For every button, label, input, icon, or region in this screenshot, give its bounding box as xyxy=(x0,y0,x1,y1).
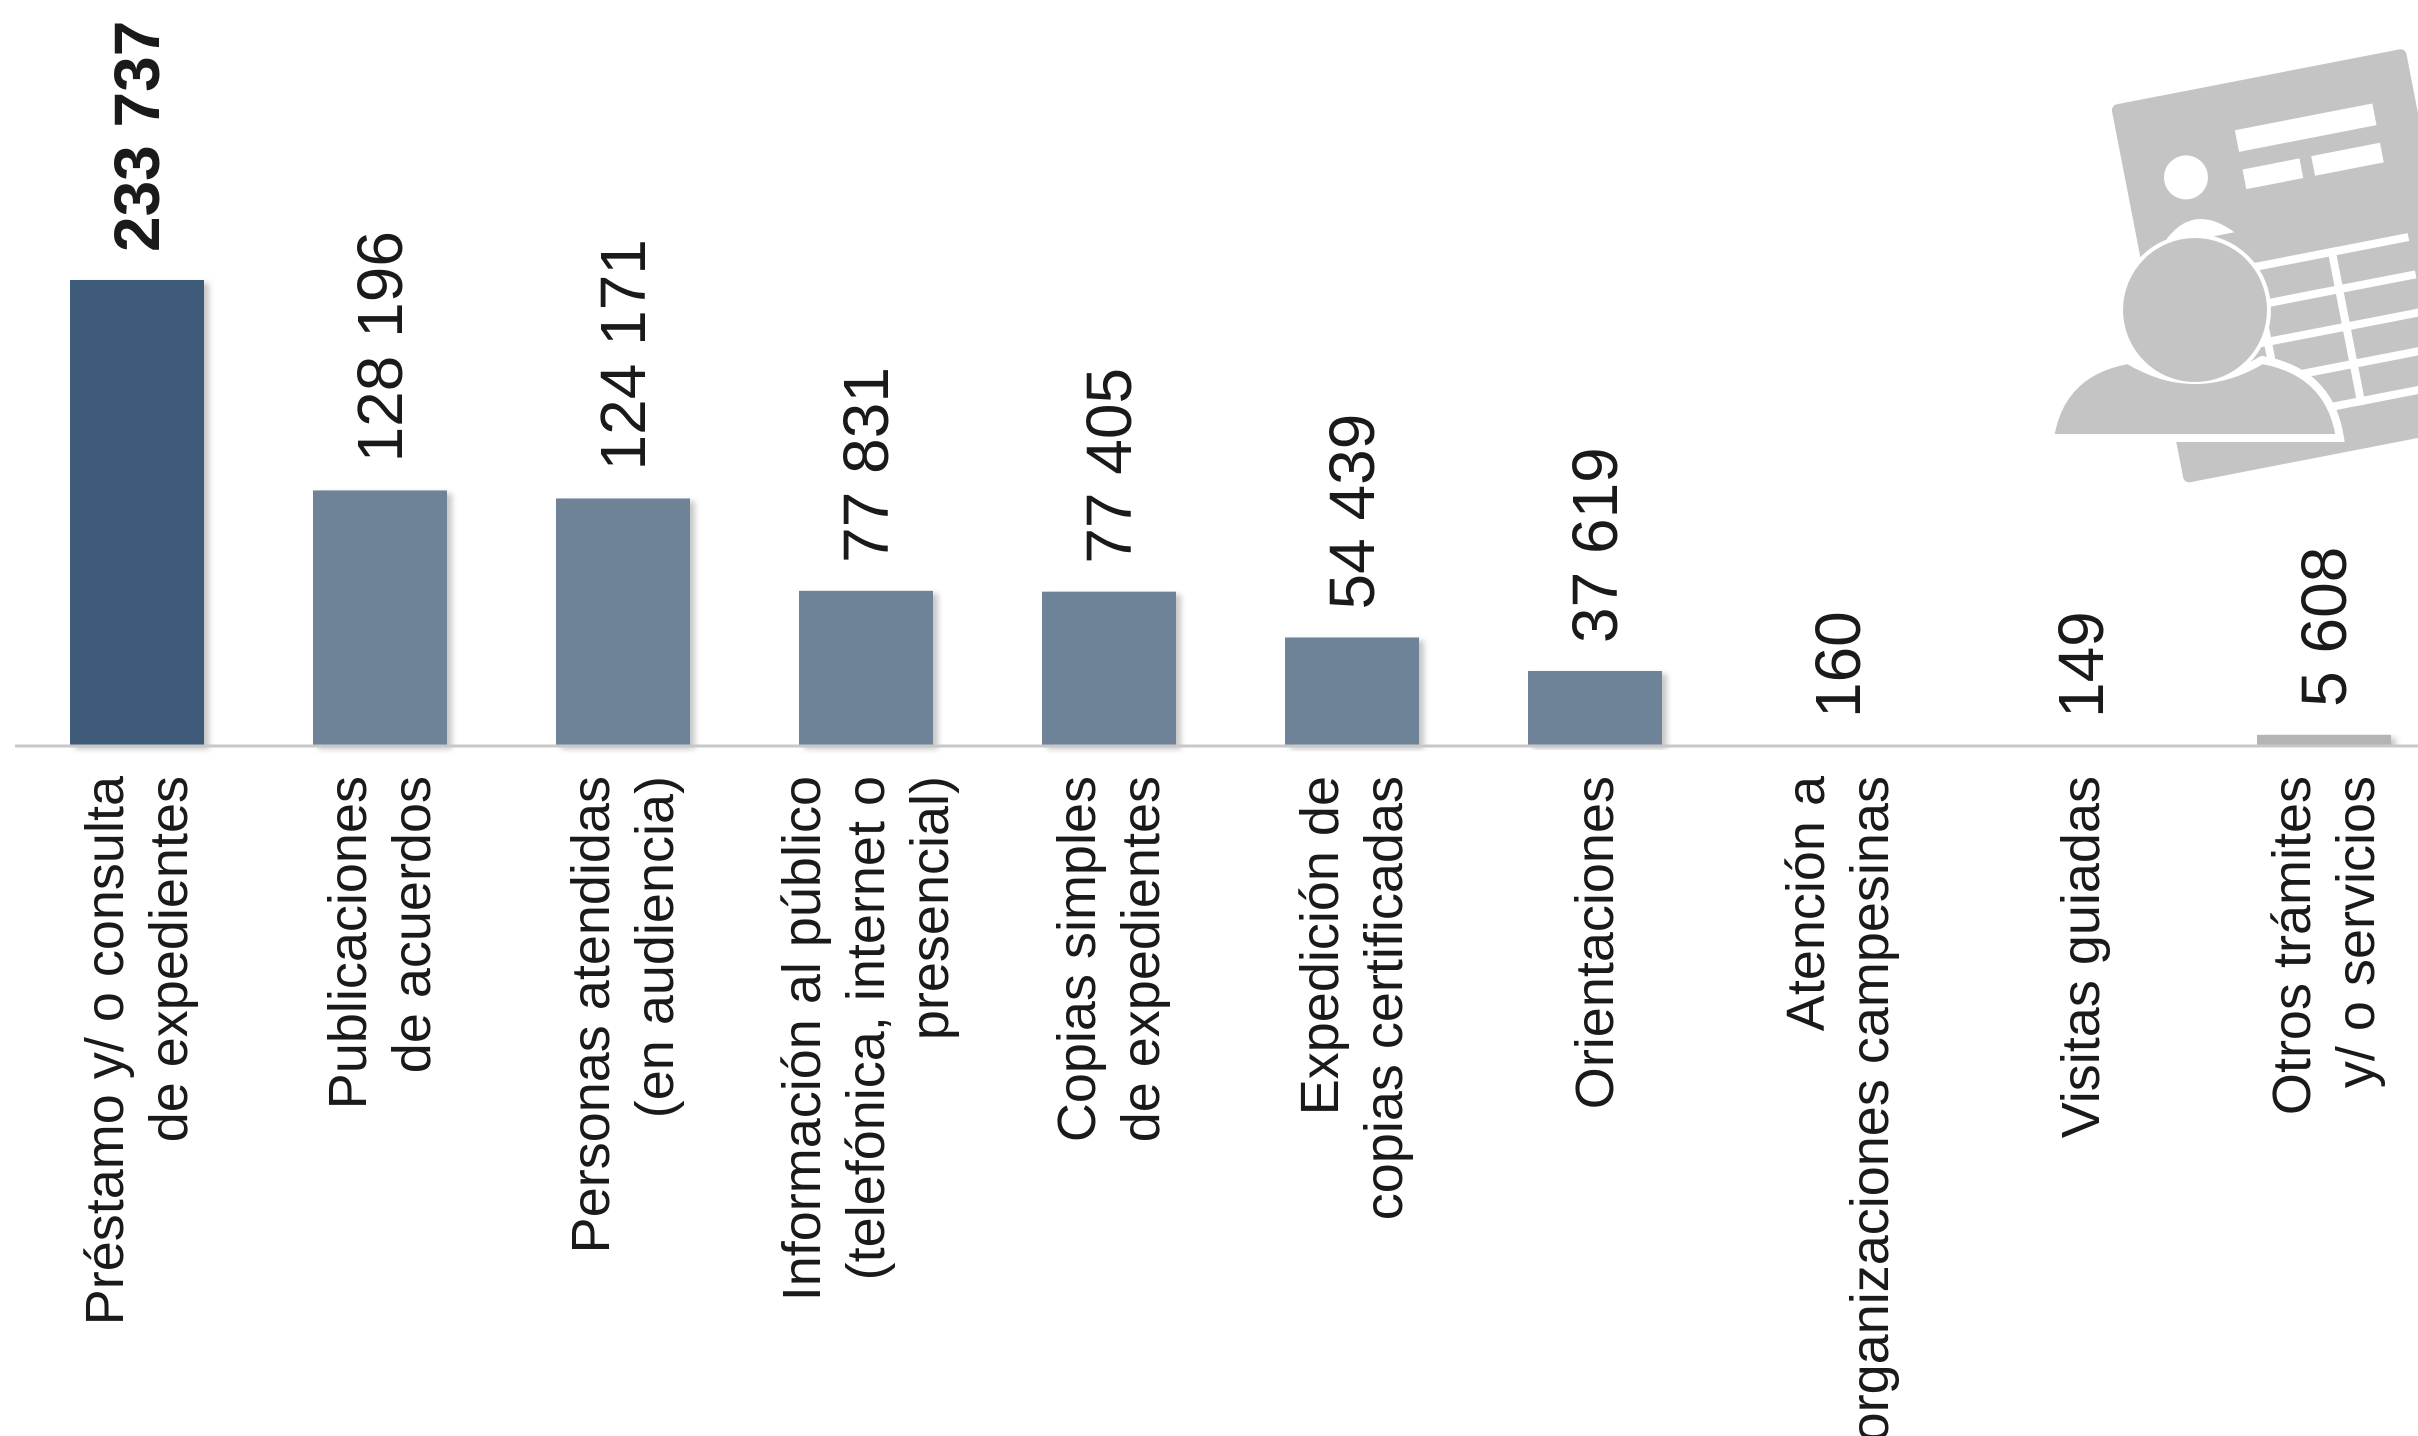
category-label-6-line-1: Expedición de xyxy=(1290,776,1350,1115)
category-label-8-line-2: organizaciones campesinas xyxy=(1840,776,1900,1436)
bar-6 xyxy=(1285,637,1419,746)
bar-5 xyxy=(1042,591,1176,746)
category-label-9-line-1: Visitas guiadas xyxy=(2051,776,2111,1138)
value-label-1: 233 737 xyxy=(101,21,173,252)
category-label-2-line-1: Publicaciones xyxy=(318,776,378,1109)
category-label-3-line-2: (en audiencia) xyxy=(625,776,685,1118)
category-labels-group: Préstamo y/ o consulta de expedientes Publ… xyxy=(75,775,2386,1436)
bar-10 xyxy=(2257,734,2391,746)
category-label-10-line-1: Otros trámites xyxy=(2262,776,2322,1115)
category-label-10-line-2: y/ o servicios xyxy=(2326,776,2386,1088)
category-label-3-line-1: Personas atendidas xyxy=(561,776,621,1253)
value-label-6: 54 439 xyxy=(1316,414,1388,610)
bar-7 xyxy=(1528,670,1662,746)
category-label-4-line-2: (telefónica, internet o xyxy=(836,776,896,1280)
category-label-5-line-1: Copias simples xyxy=(1047,776,1107,1142)
category-label-4-line-3: presencial) xyxy=(900,776,960,1040)
value-label-5: 77 405 xyxy=(1073,368,1145,564)
bar-1 xyxy=(70,280,204,746)
category-label-4-line-1: Información al público xyxy=(772,776,832,1301)
bars-group xyxy=(70,280,2391,746)
value-label-10: 5 608 xyxy=(2288,547,2360,707)
category-label-5-line-2: de expedientes xyxy=(1111,776,1171,1142)
category-label-7-line-1: Orientaciones xyxy=(1565,776,1625,1109)
value-label-8: 160 xyxy=(1802,611,1874,718)
person-record-card-icon xyxy=(2045,49,2418,483)
value-label-2: 128 196 xyxy=(344,231,416,462)
bar-3 xyxy=(556,498,690,746)
bar-2 xyxy=(313,490,447,746)
bar-4 xyxy=(799,590,933,746)
value-labels-group: 233 737 128 196 124 171 77 831 77 405 54 439 3… xyxy=(101,21,2360,718)
category-label-2-line-2: de acuerdos xyxy=(382,776,442,1073)
category-label-8-line-1: Atención a xyxy=(1776,775,1836,1031)
category-label-6-line-2: copias certificadas xyxy=(1354,776,1414,1220)
value-label-9: 149 xyxy=(2045,611,2117,718)
category-label-1-line-2: de expedientes xyxy=(139,776,199,1142)
value-label-4: 77 831 xyxy=(830,367,902,563)
value-label-7: 37 619 xyxy=(1559,447,1631,643)
category-label-1-line-1: Préstamo y/ o consulta xyxy=(75,775,135,1325)
value-label-3: 124 171 xyxy=(587,239,659,470)
